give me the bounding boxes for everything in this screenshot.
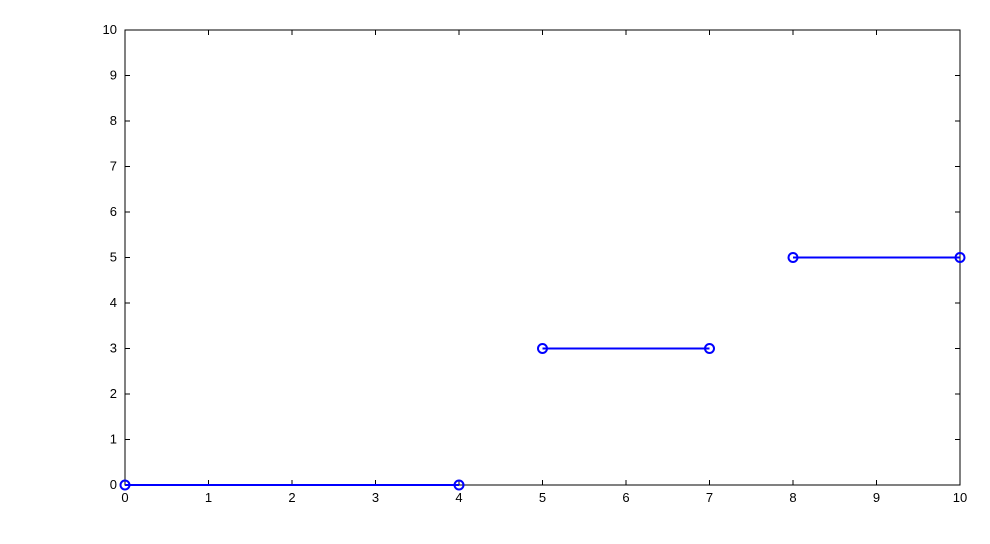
x-tick-label: 3 <box>372 490 379 505</box>
y-tick-label: 7 <box>110 159 117 174</box>
y-tick-label: 9 <box>110 68 117 83</box>
x-tick-label: 6 <box>622 490 629 505</box>
x-tick-label: 2 <box>288 490 295 505</box>
x-tick-label: 8 <box>789 490 796 505</box>
x-tick-label: 9 <box>873 490 880 505</box>
y-tick-label: 4 <box>110 295 117 310</box>
y-tick-label: 1 <box>110 432 117 447</box>
y-tick-label: 8 <box>110 113 117 128</box>
y-tick-label: 0 <box>110 477 117 492</box>
x-tick-label: 7 <box>706 490 713 505</box>
step-chart: 0 1 2 3 4 5 6 7 8 9 10 0 1 2 3 4 5 6 7 8 9 10 <box>0 0 990 544</box>
y-tick-label: 6 <box>110 204 117 219</box>
x-tick-label: 5 <box>539 490 546 505</box>
y-tick-label: 3 <box>110 341 117 356</box>
chart-container: 0 1 2 3 4 5 6 7 8 9 10 0 1 2 3 4 5 6 7 8 9 10 <box>0 0 990 544</box>
x-tick-label: 1 <box>205 490 212 505</box>
x-tick-label: 10 <box>953 490 967 505</box>
x-tick-label: 0 <box>121 490 128 505</box>
x-tick-label: 4 <box>455 490 462 505</box>
y-tick-label: 2 <box>110 386 117 401</box>
y-tick-label: 5 <box>110 250 117 265</box>
y-tick-label: 10 <box>103 22 117 37</box>
